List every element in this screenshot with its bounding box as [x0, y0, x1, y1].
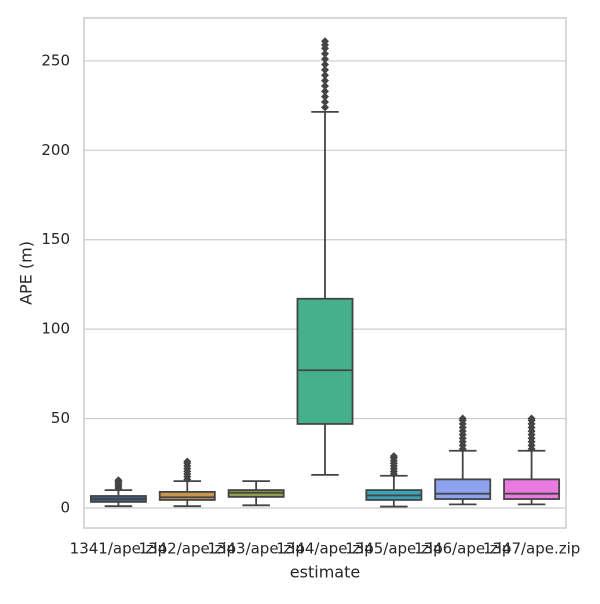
box [503, 478, 561, 500]
flier [114, 476, 123, 485]
x-axis-label: estimate [290, 563, 360, 582]
x-tick-label: 1346/ape.zip [414, 540, 512, 558]
x-tick-label: 1344/ape.zip [276, 540, 374, 558]
y-tick-label: 0 [60, 498, 70, 516]
box [158, 490, 216, 501]
flier [321, 37, 329, 46]
y-tick-label: 100 [41, 320, 70, 338]
y-axis-label: APE (m) [17, 241, 36, 305]
flier [321, 92, 329, 101]
flier [458, 414, 467, 423]
x-tick-label: 1342/ape.zip [139, 540, 237, 558]
flier [321, 87, 329, 96]
flier [527, 414, 536, 423]
flier [321, 76, 329, 85]
flier [321, 49, 329, 58]
x-tick-label: 1343/ape.zip [207, 540, 305, 558]
flier [389, 452, 398, 461]
x-tick-label: 1347/ape.zip [483, 540, 581, 558]
flier [321, 65, 329, 74]
box [434, 478, 492, 500]
flier [321, 98, 329, 107]
y-tick-label: 50 [51, 409, 70, 427]
y-tick-label: 250 [41, 51, 70, 69]
box [296, 297, 354, 425]
y-tick-label: 150 [41, 230, 70, 248]
flier [321, 71, 329, 80]
y-tick-label: 200 [41, 141, 70, 159]
flier [321, 60, 329, 69]
flier [321, 103, 329, 112]
flier [321, 55, 329, 64]
x-tick-label: 1345/ape.zip [345, 540, 443, 558]
flier [183, 457, 192, 466]
flier [321, 81, 329, 90]
x-tick-label: 1341/ape.zip [70, 540, 168, 558]
